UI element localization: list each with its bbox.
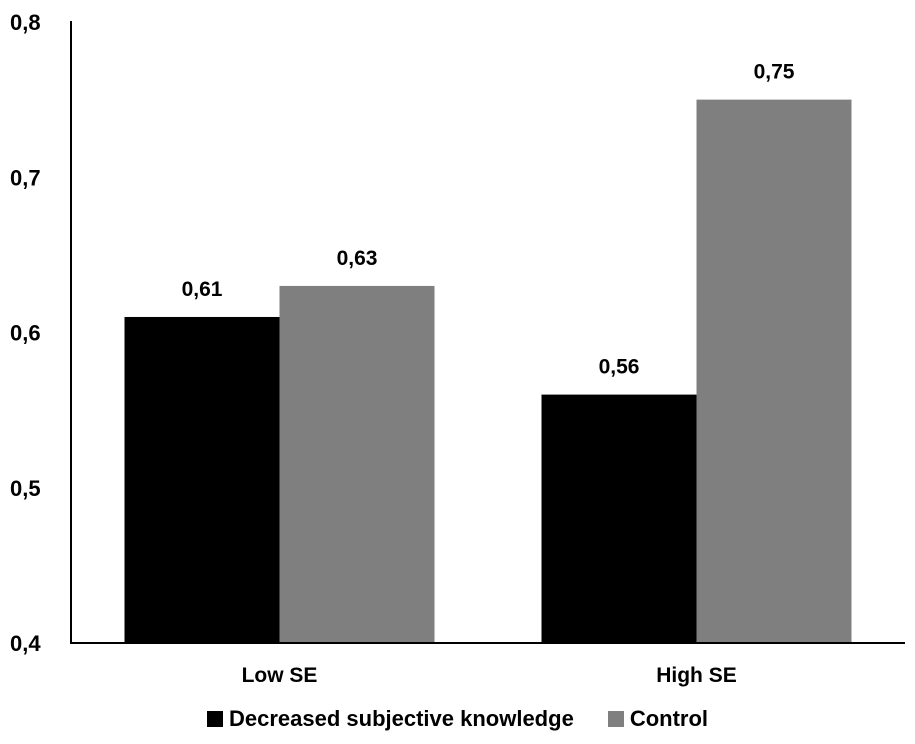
legend-label-control: Control [629,706,709,731]
bar [124,316,280,643]
bar-chart: 0,4 0,5 0,6 0,7 0,8 0,61 0,63 Low SE 0,56 0,75 Hig… [10,10,905,687]
y-tick-label: 0,5 [10,476,41,501]
data-label: 0,75 [754,61,795,84]
bar [279,285,435,643]
legend-swatch-control [607,711,624,727]
legend-label-decreased: Decreased subjective knowledge [228,706,574,731]
legend-item-decreased: Decreased subjective knowledge [206,706,574,732]
legend-item-control: Control [607,706,709,732]
x-category-label: Low SE [242,664,318,687]
y-tick-label: 0,8 [10,10,41,35]
legend: Decreased subjective knowledge Control [0,706,915,732]
data-label: 0,61 [182,278,223,301]
bar [696,99,852,643]
bar [541,394,697,643]
y-tick-label: 0,6 [10,321,41,346]
y-tick-label: 0,4 [10,631,41,656]
y-tick-label: 0,7 [10,165,41,190]
legend-swatch-decreased [206,711,223,727]
data-label: 0,56 [599,356,640,379]
x-category-label: High SE [656,664,737,687]
data-label: 0,63 [337,247,378,270]
